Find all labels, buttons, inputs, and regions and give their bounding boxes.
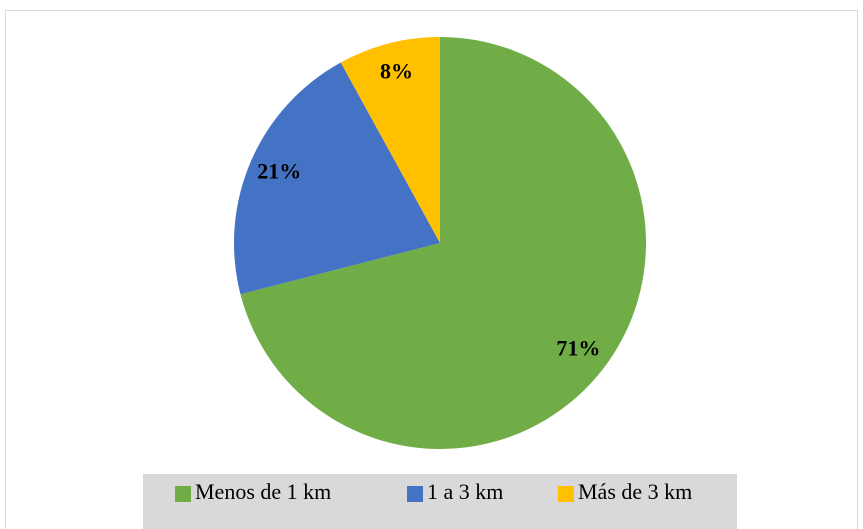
pie-slice [340,37,440,243]
data-label: 21% [257,159,301,184]
pie-slice [234,62,440,295]
data-label: 8% [380,58,413,83]
legend-swatch [175,486,191,502]
legend-label: Más de 3 km [578,479,692,504]
legend-swatch [407,486,423,502]
legend-box [143,474,737,529]
pie-slice [240,37,646,449]
legend-swatch [558,486,574,502]
legend-label: Menos de 1 km [195,479,331,504]
data-label: 71% [556,335,600,360]
legend-label: 1 a 3 km [427,479,503,504]
